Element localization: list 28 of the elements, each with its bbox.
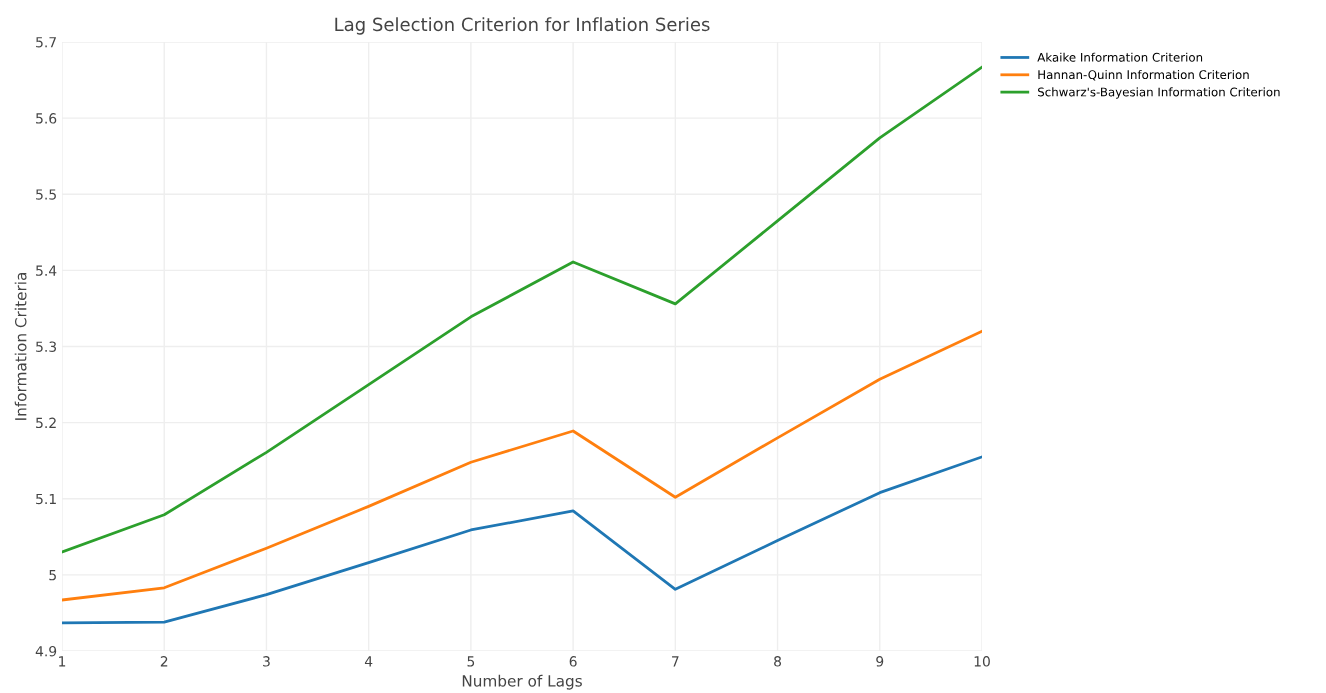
x-tick-label: 1 <box>59 656 66 667</box>
x-tick-label: 2 <box>160 656 168 667</box>
chart-title: Lag Selection Criterion for Inflation Series <box>335 17 710 35</box>
y-tick-label: 4.9 <box>35 645 57 657</box>
line-series <box>62 65 982 554</box>
y-tick-label: 5.4 <box>36 265 57 276</box>
y-tick-label: 5.3 <box>36 341 57 352</box>
x-tick-label: 6 <box>569 656 577 667</box>
x-tick-label: 7 <box>672 656 679 667</box>
legend-label: Hannan-Quinn Information Criterion <box>1038 69 1249 81</box>
y-tick-label: 5.7 <box>36 37 56 48</box>
y-tick-label: 5.1 <box>36 493 56 505</box>
x-tick-label: 8 <box>774 656 782 667</box>
legend-label: Akaike Information Criterion <box>1037 52 1203 62</box>
x-axis-title: Number of Lags <box>462 674 582 690</box>
y-axis-title: Information Criteria <box>14 273 27 420</box>
y-tick-label: 5.5 <box>36 189 56 200</box>
x-tick-label: 4 <box>364 656 373 667</box>
x-tick-label: 3 <box>263 656 270 667</box>
line-series <box>62 455 982 625</box>
legend-label: Schwarz's-Bayesian Information Criterion <box>1038 87 1280 99</box>
x-tick-label: 5 <box>467 656 475 667</box>
line-series <box>62 329 982 602</box>
y-tick-label: 5.2 <box>36 417 56 429</box>
x-tick-label: 9 <box>876 656 884 667</box>
y-tick-label: 5.6 <box>36 113 57 124</box>
x-tick-label: 10 <box>974 656 990 667</box>
y-tick-label: 5 <box>49 570 56 581</box>
